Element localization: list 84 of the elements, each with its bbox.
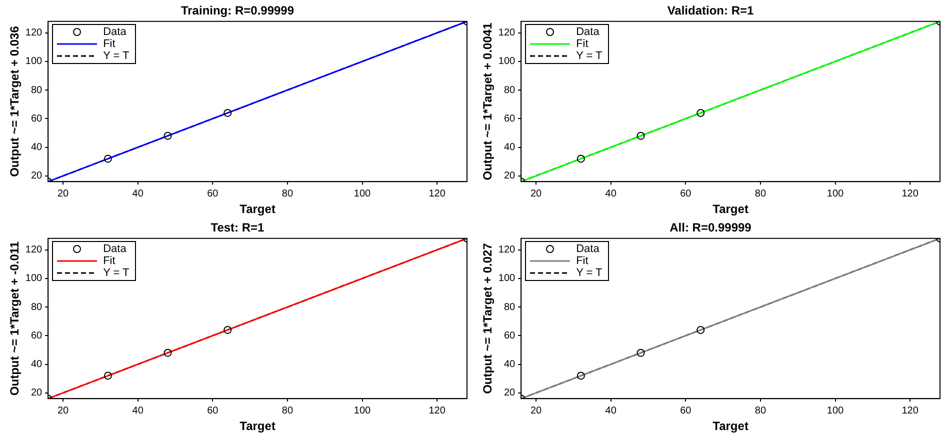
point (696, 326, 705, 334)
y-tick-label: 120 (25, 28, 43, 39)
x-tick-label: 60 (680, 188, 692, 200)
x-tick-label: 40 (605, 405, 617, 416)
y-tick-label: 40 (30, 142, 43, 154)
x-axis-title: Target (240, 202, 276, 216)
y-axis-title: Output ~= 1*Target + -0.011 (8, 241, 22, 396)
point (104, 372, 112, 380)
x-tick-label: 100 (354, 405, 372, 416)
y-tick-label: 120 (498, 244, 516, 256)
y-tick-label: 40 (504, 359, 516, 370)
x-tick-label: 20 (530, 405, 542, 416)
point (636, 132, 645, 140)
x-tick-label: 120 (428, 188, 446, 200)
legend-label: Fit (576, 38, 588, 50)
point (164, 132, 172, 140)
y-tick-label: 80 (30, 302, 43, 313)
point (576, 372, 585, 380)
y-tick-label: 60 (30, 113, 43, 124)
x-axis-title: Target (240, 419, 276, 434)
point (636, 348, 645, 357)
y-tick-label: 120 (498, 28, 516, 39)
y-tick-label: 60 (504, 330, 516, 342)
y-tick-label: 100 (498, 273, 516, 284)
legend-label: Y = T (576, 267, 602, 280)
y-tick-label: 40 (504, 142, 516, 154)
y-tick-label: 100 (25, 56, 43, 68)
chart-title: Validation: R=1 (667, 4, 754, 18)
x-tick-label: 100 (354, 188, 372, 200)
x-tick-label: 100 (826, 405, 844, 416)
x-tick-label: 80 (282, 188, 294, 200)
y-tick-label: 20 (504, 170, 516, 182)
x-axis-title: Target (712, 419, 748, 434)
y-axis-title: Output ~= 1*Target + 0.027 (480, 242, 495, 394)
legend-label: Data (576, 243, 600, 256)
point (576, 154, 585, 163)
legend-label: Y = T (576, 50, 602, 62)
legend-label: Data (576, 26, 600, 38)
point (164, 348, 172, 357)
x-tick-label: 60 (207, 188, 219, 200)
y-tick-label: 80 (30, 84, 43, 96)
x-tick-label: 80 (754, 188, 766, 200)
x-tick-label: 40 (132, 405, 144, 416)
x-tick-label: 60 (680, 405, 692, 416)
y-tick-label: 100 (25, 273, 43, 284)
y-tick-label: 120 (25, 244, 43, 256)
y-tick-label: 20 (30, 170, 43, 182)
point (224, 326, 232, 334)
x-tick-label: 40 (132, 188, 144, 200)
x-tick-label: 120 (428, 405, 446, 416)
legend-label: Fit (103, 255, 116, 268)
x-tick-label: 60 (207, 405, 219, 416)
x-tick-label: 20 (57, 405, 70, 416)
x-tick-label: 100 (826, 188, 844, 200)
chart-title: All: R=0.99999 (670, 220, 752, 235)
x-tick-label: 80 (282, 405, 294, 416)
y-tick-label: 20 (30, 388, 43, 399)
x-tick-label: 40 (605, 188, 617, 200)
x-tick-label: 80 (754, 405, 766, 416)
point (224, 108, 232, 117)
y-tick-label: 40 (30, 359, 43, 370)
x-tick-label: 20 (57, 188, 70, 200)
y-tick-label: 80 (504, 302, 516, 313)
point (104, 154, 112, 163)
y-axis-title: Output ~= 1*Target + 0.036 (8, 26, 22, 177)
legend-label: Data (103, 243, 126, 256)
y-axis-title: Output ~= 1*Target + 0.0041 (480, 22, 495, 180)
legend-label: Fit (103, 38, 116, 50)
point (696, 108, 705, 117)
x-tick-label: 20 (530, 188, 542, 200)
legend-label: Data (103, 26, 126, 38)
y-tick-label: 60 (504, 113, 516, 124)
legend-label: Y = T (103, 50, 130, 62)
chart-title: Training: R=0.99999 (180, 4, 294, 18)
x-tick-label: 120 (902, 405, 919, 416)
y-tick-label: 60 (30, 330, 43, 342)
y-tick-label: 20 (504, 388, 516, 399)
chart-title: Test: R=1 (210, 220, 265, 235)
x-tick-label: 120 (902, 188, 919, 200)
y-tick-label: 100 (498, 56, 516, 68)
y-tick-label: 80 (504, 84, 516, 96)
x-axis-title: Target (712, 202, 748, 216)
legend-label: Fit (576, 255, 588, 268)
legend-label: Y = T (103, 267, 130, 280)
